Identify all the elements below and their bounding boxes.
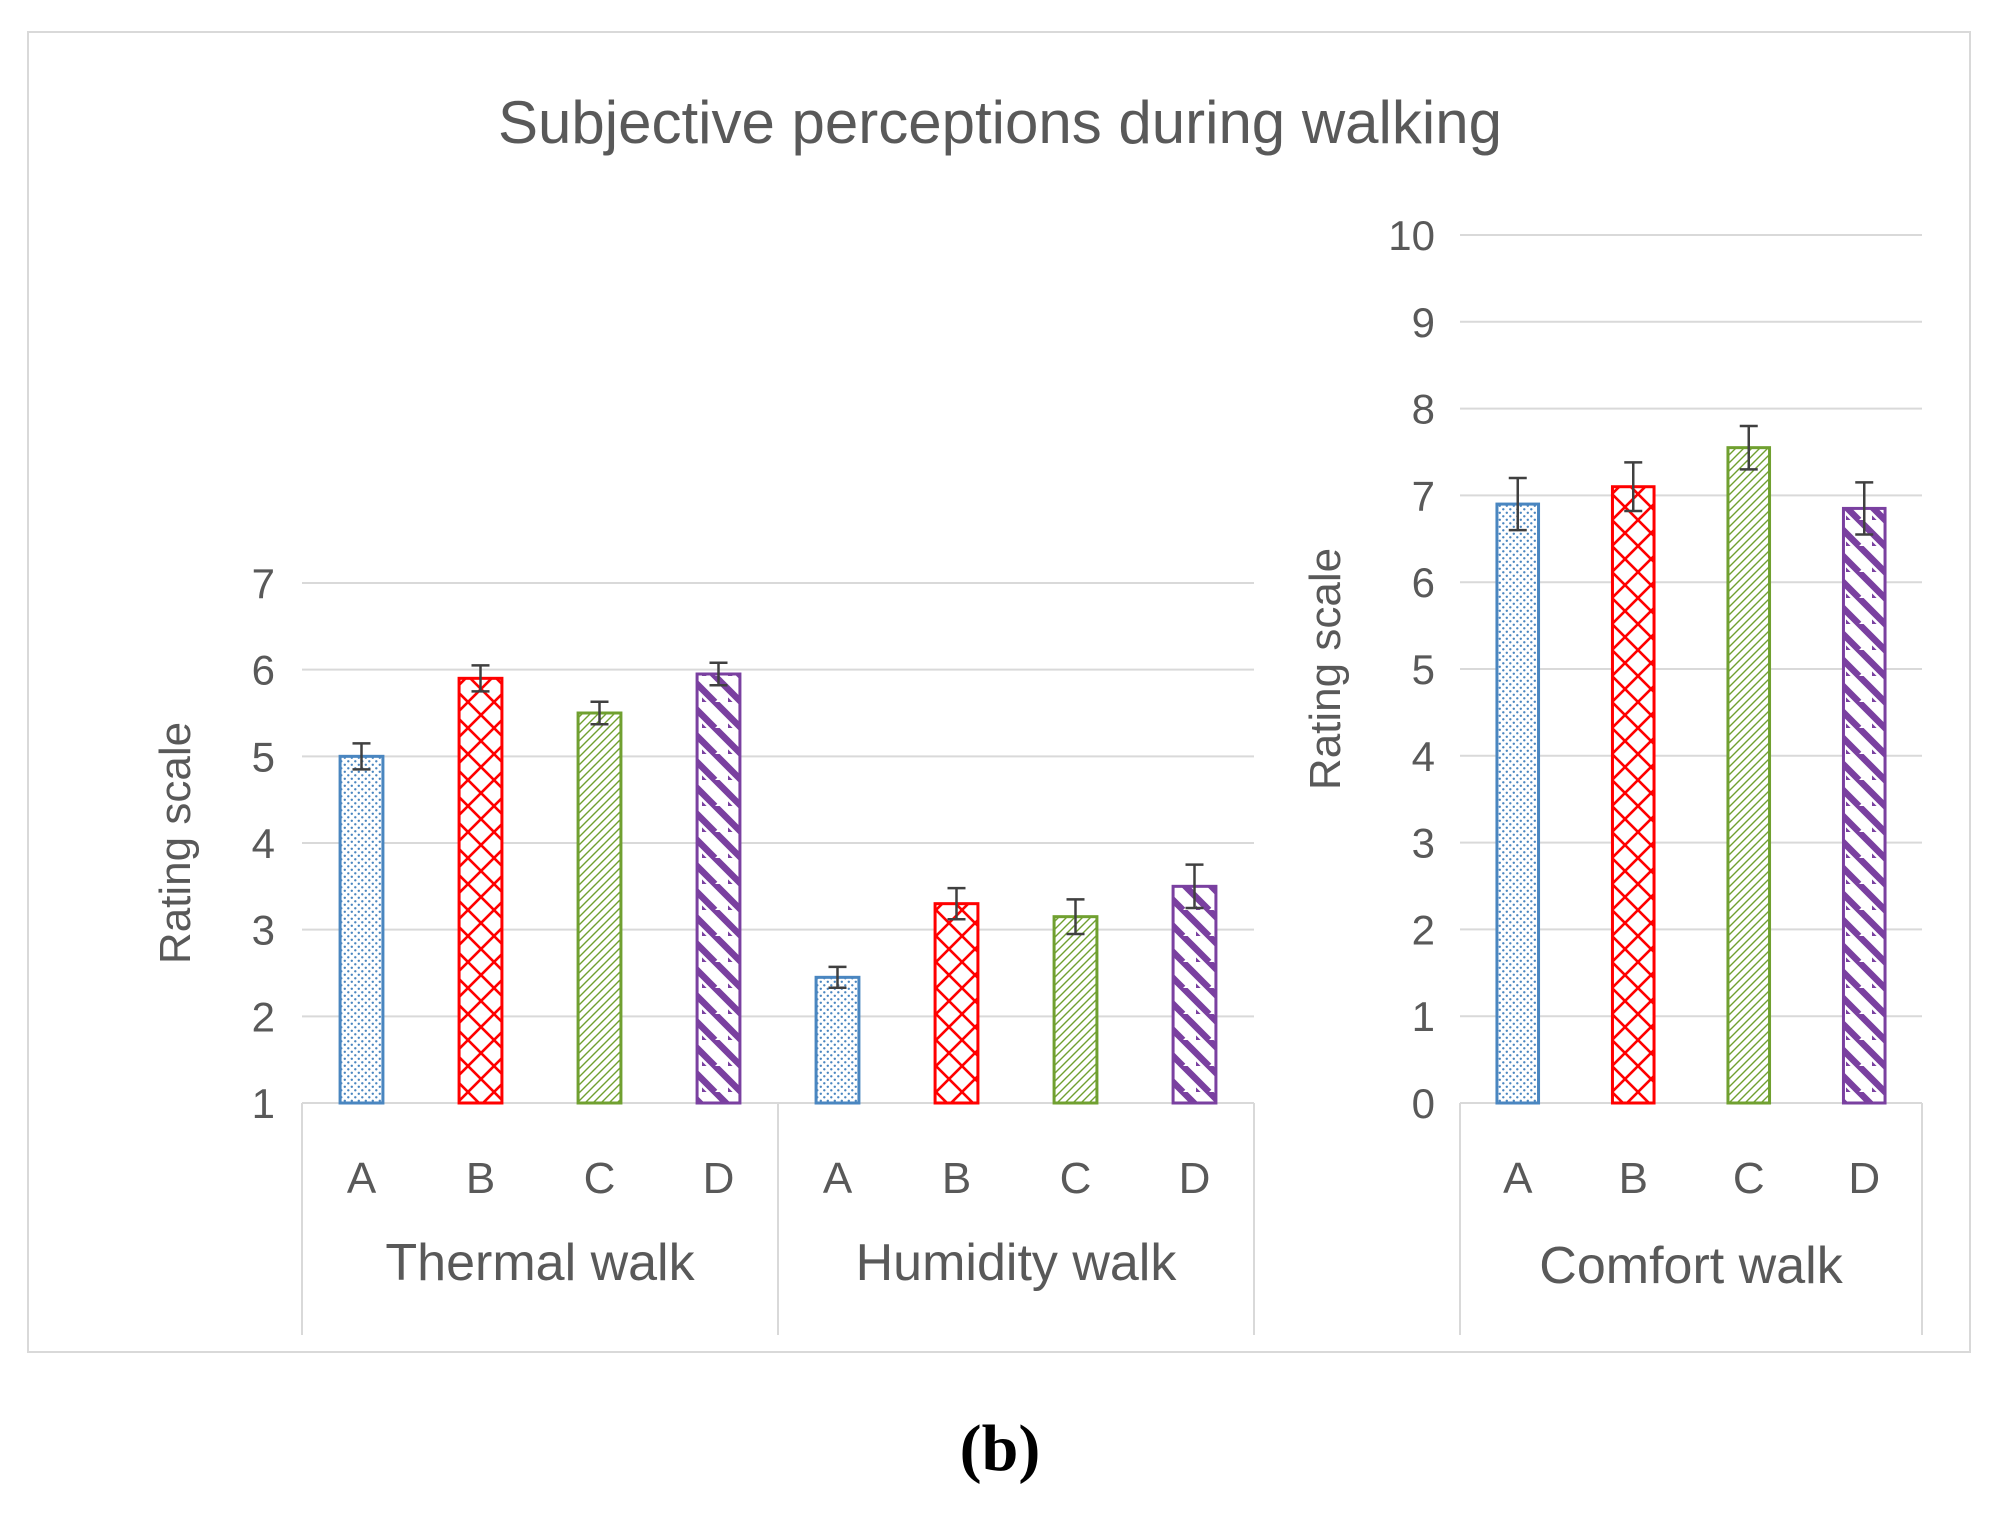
x-category-label: B — [942, 1154, 971, 1203]
bar-humidity-walk-d — [1171, 884, 1218, 1105]
x-category-label: B — [1619, 1154, 1648, 1203]
bar-comfort-walk-b — [1610, 485, 1656, 1105]
x-group-label: Thermal walk — [385, 1234, 695, 1292]
y-tick-label: 1 — [1412, 993, 1435, 1040]
error-bar — [828, 965, 847, 989]
x-group-label: Humidity walk — [856, 1234, 1178, 1292]
bar-humidity-walk-c — [1052, 915, 1099, 1105]
error-bar — [1855, 481, 1874, 536]
x-category-label: C — [584, 1154, 616, 1203]
bar-thermal-walk-b — [457, 676, 504, 1105]
y-tick-label: 3 — [1412, 820, 1435, 867]
y-tick-label: 4 — [252, 820, 275, 867]
y-tick-label: 6 — [252, 647, 275, 694]
x-category-label: B — [466, 1154, 495, 1203]
error-bar — [590, 700, 609, 726]
x-category-label: C — [1060, 1154, 1092, 1203]
y-tick-label: 7 — [1412, 472, 1435, 519]
error-bar — [1508, 476, 1527, 532]
error-bar — [947, 886, 966, 921]
y-tick-label: 5 — [252, 733, 275, 780]
y-tick-label: 10 — [1388, 212, 1435, 259]
y-tick-label: 2 — [252, 993, 275, 1040]
error-bar — [1185, 863, 1204, 910]
x-category-label: A — [347, 1154, 377, 1203]
y-tick-label: 5 — [1412, 646, 1435, 693]
error-bar — [1624, 461, 1643, 513]
y-axis-title: Rating scale — [1301, 548, 1350, 790]
y-tick-label: 4 — [1412, 733, 1435, 780]
x-category-label: A — [823, 1154, 853, 1203]
y-tick-label: 3 — [252, 907, 275, 954]
error-bar — [1066, 898, 1085, 936]
bar-comfort-walk-d — [1841, 506, 1887, 1105]
figure-caption: (b) — [960, 1412, 1041, 1485]
error-bar — [352, 742, 371, 771]
y-tick-label: 8 — [1412, 386, 1435, 433]
y-tick-label: 9 — [1412, 299, 1435, 346]
x-category-label: D — [703, 1154, 735, 1203]
error-bar — [471, 664, 490, 693]
bar-humidity-walk-a — [814, 975, 861, 1105]
bar-comfort-walk-c — [1726, 446, 1772, 1105]
y-tick-label: 6 — [1412, 559, 1435, 606]
bar-thermal-walk-c — [576, 711, 623, 1105]
chart-title: Subjective perceptions during walking — [498, 89, 1502, 156]
bar-thermal-walk-a — [338, 754, 385, 1105]
x-group-label: Comfort walk — [1539, 1237, 1843, 1295]
x-category-label: D — [1179, 1154, 1211, 1203]
bar-comfort-walk-a — [1495, 502, 1541, 1105]
chart-frame — [27, 31, 1971, 1353]
x-category-label: C — [1733, 1154, 1765, 1203]
bar-thermal-walk-d — [695, 672, 742, 1105]
y-tick-label: 1 — [252, 1080, 275, 1127]
y-axis-title: Rating scale — [151, 722, 200, 964]
y-tick-label: 0 — [1412, 1080, 1435, 1127]
error-bar — [1739, 424, 1758, 471]
error-bar — [709, 661, 728, 687]
y-tick-label: 7 — [252, 560, 275, 607]
bar-humidity-walk-b — [933, 902, 980, 1105]
y-tick-label: 2 — [1412, 906, 1435, 953]
x-category-label: A — [1503, 1154, 1533, 1203]
x-category-label: D — [1848, 1154, 1880, 1203]
